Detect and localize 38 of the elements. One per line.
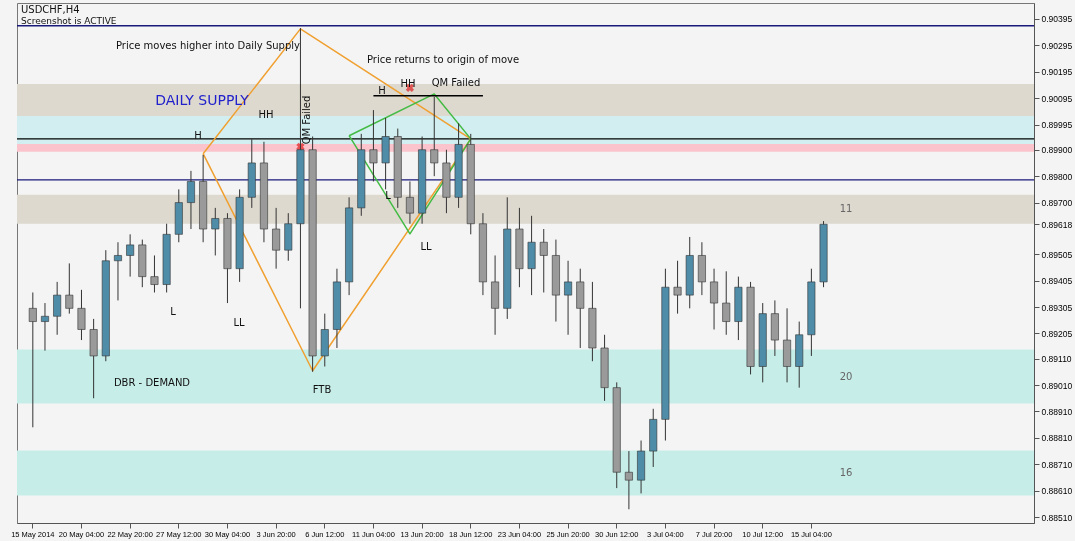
- y-tick-label: 0.88710: [1041, 459, 1073, 470]
- y-tick-label: 0.88610: [1041, 486, 1073, 497]
- text: Screenshot is ACTIVE: [21, 16, 117, 26]
- annotation: QM Failed: [301, 95, 312, 145]
- y-tick-label: 0.89618: [1041, 219, 1073, 230]
- annotation: H: [194, 129, 202, 141]
- y-tick-label: 0.90095: [1041, 93, 1073, 104]
- annotation: FTB: [312, 384, 332, 395]
- annotation: L: [385, 189, 392, 201]
- y-tick-label: 0.89995: [1041, 120, 1073, 131]
- y-tick-label: 0.90295: [1041, 40, 1073, 51]
- annotation: LL: [233, 317, 245, 328]
- y-tick-label: 0.89305: [1041, 302, 1073, 313]
- annotation: LL: [420, 241, 432, 252]
- band-label: 20: [839, 370, 853, 382]
- y-tick-label: 0.89405: [1041, 276, 1073, 287]
- y-tick-label: 0.90195: [1041, 67, 1073, 78]
- band-label: 11: [839, 203, 853, 215]
- y-tick-label: 0.89700: [1041, 198, 1073, 209]
- annotation: Price returns to origin of move: [366, 54, 520, 65]
- y-tick-label: 0.89205: [1041, 328, 1073, 339]
- band-label: 16: [839, 467, 853, 479]
- y-tick-label: 0.90395: [1041, 14, 1073, 25]
- y-tick-label: 0.88810: [1041, 433, 1073, 444]
- annotation: QM Failed: [431, 76, 481, 88]
- chart-title: USDCHF,H4: [21, 4, 80, 15]
- y-tick-label: 0.89110: [1041, 354, 1072, 365]
- annotation: HH: [400, 78, 416, 89]
- annotation: L: [170, 306, 177, 317]
- y-tick-label: 0.89505: [1041, 249, 1073, 260]
- y-tick-label: 0.88910: [1041, 406, 1073, 417]
- y-tick-label: 0.89900: [1041, 145, 1073, 156]
- annotation: HH: [258, 109, 274, 120]
- annotation: H: [378, 85, 386, 96]
- y-tick-label: 0.89800: [1041, 171, 1073, 182]
- y-tick-label: 0.89010: [1041, 380, 1073, 391]
- annotation: DBR - DEMAND: [113, 377, 191, 388]
- y-tick-label: 0.88510: [1041, 512, 1073, 523]
